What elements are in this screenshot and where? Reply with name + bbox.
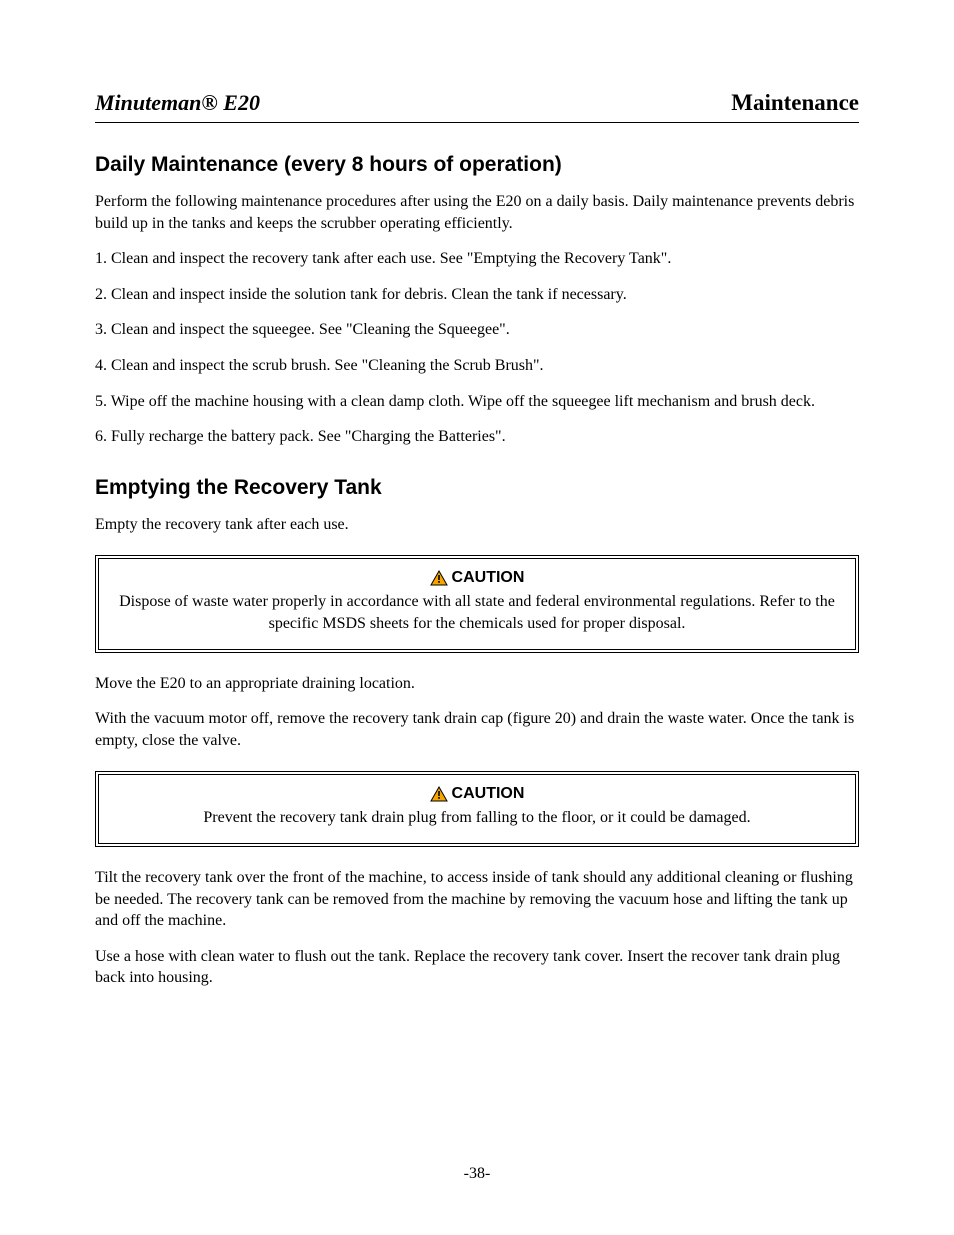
after-caution2-p2: Use a hose with clean water to flush out… bbox=[95, 946, 859, 989]
warning-icon bbox=[430, 570, 448, 586]
daily-step-2: 2. Clean and inspect inside the solution… bbox=[95, 284, 859, 306]
section-heading-emptying: Emptying the Recovery Tank bbox=[95, 476, 859, 500]
caution-body-2: Prevent the recovery tank drain plug fro… bbox=[117, 807, 837, 829]
after-caution2-p1: Tilt the recovery tank over the front of… bbox=[95, 867, 859, 932]
caution-body-1: Dispose of waste water properly in accor… bbox=[117, 591, 837, 634]
emptying-intro: Empty the recovery tank after each use. bbox=[95, 514, 859, 536]
caution-label-2: CAUTION bbox=[452, 785, 525, 803]
caution-box-2: CAUTION Prevent the recovery tank drain … bbox=[95, 771, 859, 847]
section-heading-daily: Daily Maintenance (every 8 hours of oper… bbox=[95, 153, 859, 177]
daily-step-6: 6. Fully recharge the battery pack. See … bbox=[95, 426, 859, 448]
after-caution1-p1: Move the E20 to an appropriate draining … bbox=[95, 673, 859, 695]
page: Minuteman® E20 Maintenance Daily Mainten… bbox=[0, 0, 954, 1235]
daily-step-1: 1. Clean and inspect the recovery tank a… bbox=[95, 248, 859, 270]
page-number: -38- bbox=[0, 1165, 954, 1183]
daily-step-5: 5. Wipe off the machine housing with a c… bbox=[95, 391, 859, 413]
daily-step-3: 3. Clean and inspect the squeegee. See "… bbox=[95, 319, 859, 341]
daily-step-4: 4. Clean and inspect the scrub brush. Se… bbox=[95, 355, 859, 377]
caution-head-1: CAUTION bbox=[117, 569, 837, 587]
caution-label-1: CAUTION bbox=[452, 569, 525, 587]
header-bar: Minuteman® E20 Maintenance bbox=[95, 90, 859, 123]
warning-icon bbox=[430, 786, 448, 802]
caution-head-2: CAUTION bbox=[117, 785, 837, 803]
header-right: Maintenance bbox=[731, 90, 859, 116]
after-caution1-p2: With the vacuum motor off, remove the re… bbox=[95, 708, 859, 751]
daily-intro: Perform the following maintenance proced… bbox=[95, 191, 859, 234]
caution-box-1: CAUTION Dispose of waste water properly … bbox=[95, 555, 859, 652]
header-left: Minuteman® E20 bbox=[95, 90, 260, 116]
